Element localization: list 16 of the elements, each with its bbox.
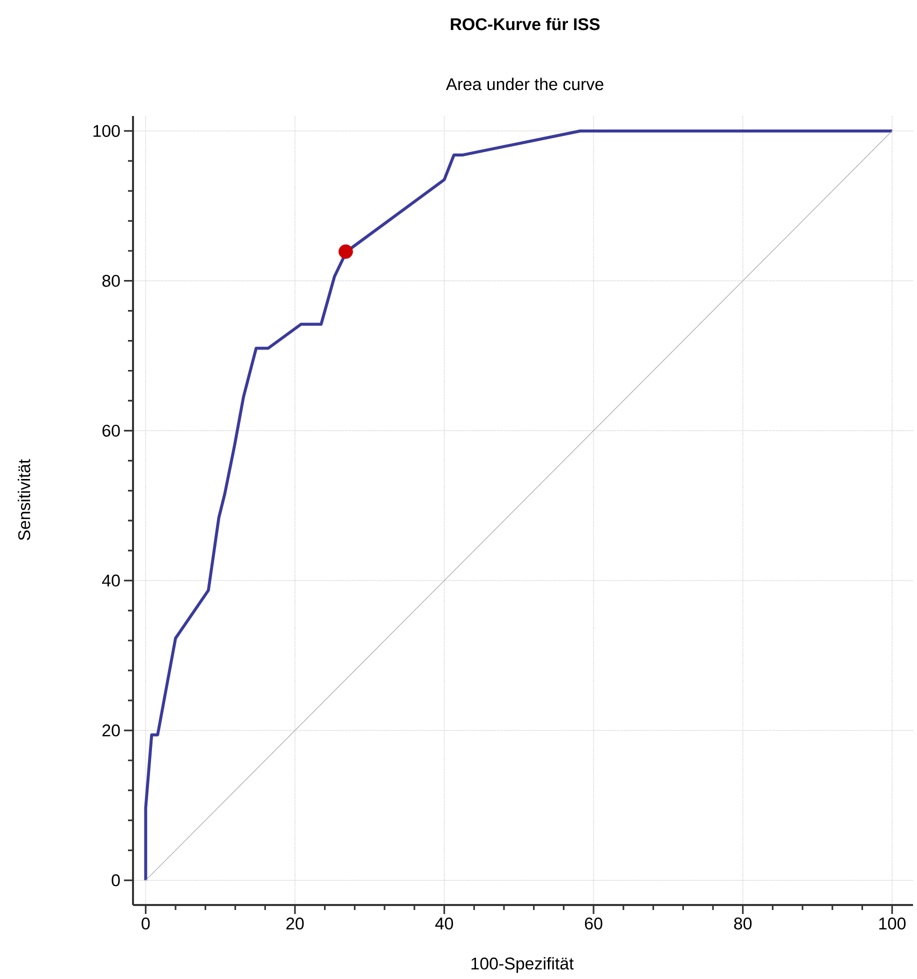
x-tick-label: 0 [142, 918, 150, 930]
x-axis-title: 100-Spezifität [472, 957, 574, 973]
chart-subtitle: Area under the curve [446, 78, 604, 90]
y-tick-label: 60 [102, 424, 120, 437]
y-tick-label: 80 [102, 274, 120, 287]
y-tick-label: 0 [112, 874, 120, 886]
chart-title: ROC-Kurve für ISS [450, 18, 600, 30]
y-tick-label: 100 [94, 124, 120, 137]
y-tick-label: 40 [102, 574, 120, 587]
x-tick-label: 100 [879, 918, 906, 930]
y-axis-title: Sensitivität [18, 459, 30, 540]
x-tick-label: 20 [286, 918, 304, 930]
y-tick-label: 20 [102, 724, 120, 736]
x-tick-label: 80 [734, 918, 752, 930]
x-tick-label: 40 [435, 918, 454, 930]
x-tick-label: 60 [584, 918, 602, 930]
